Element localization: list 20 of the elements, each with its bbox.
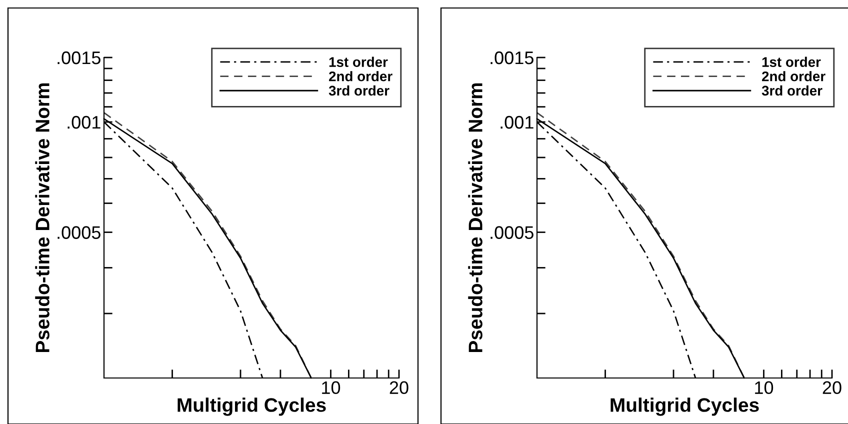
x-tick-label: 10: [322, 381, 340, 394]
y-axis-title: Pseudo-time Derivative Norm: [468, 83, 482, 352]
y-tick-label: .001: [500, 116, 534, 129]
y-tick-label: .001: [68, 116, 100, 129]
x-tick-label: 10: [755, 381, 774, 394]
y-tick-label: .0005: [490, 226, 534, 239]
x-tick-label: 20: [822, 381, 842, 394]
x-axis-title: Multigrid Cycles: [610, 398, 759, 416]
text: 2nd order: [329, 71, 392, 82]
y-tick-label: .0015: [58, 51, 100, 64]
text: 3rd order: [328, 85, 390, 96]
y-axis-title: Pseudo-time Derivative Norm: [35, 83, 50, 352]
y-tick-label: .0005: [58, 226, 100, 239]
text: 1st order: [329, 56, 388, 67]
text: 3rd order: [762, 85, 822, 96]
text: 2nd order: [762, 71, 826, 82]
y-tick-label: .0015: [490, 51, 534, 64]
text: 1st order: [762, 56, 821, 67]
x-axis-title: Multigrid Cycles: [178, 398, 326, 416]
x-tick-label: 20: [390, 381, 408, 394]
